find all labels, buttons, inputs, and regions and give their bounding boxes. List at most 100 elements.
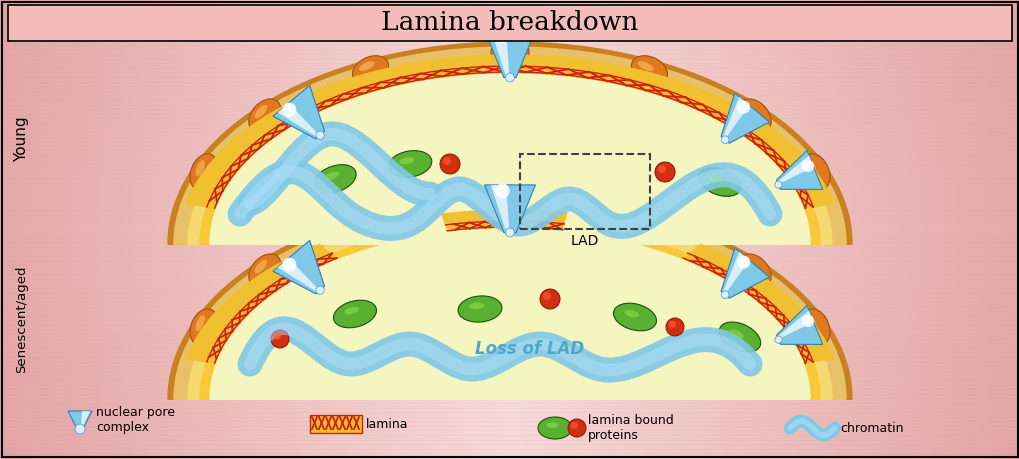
Circle shape bbox=[720, 136, 729, 144]
Ellipse shape bbox=[490, 194, 529, 220]
Bar bbox=[0, 73, 1019, 78]
Bar bbox=[0, 0, 1019, 5]
Bar bbox=[0, 105, 1019, 110]
Bar bbox=[999, 0, 1005, 459]
Bar bbox=[189, 0, 195, 459]
Bar bbox=[0, 77, 1019, 83]
Bar bbox=[280, 0, 286, 459]
Polygon shape bbox=[68, 411, 92, 427]
Ellipse shape bbox=[497, 45, 515, 52]
Bar bbox=[0, 68, 1019, 73]
Bar bbox=[0, 256, 1019, 262]
Bar bbox=[341, 0, 347, 459]
Bar bbox=[0, 114, 1019, 119]
Ellipse shape bbox=[353, 211, 388, 239]
Bar bbox=[0, 178, 1019, 184]
Polygon shape bbox=[81, 411, 90, 427]
Bar bbox=[520, 0, 526, 459]
Bar bbox=[815, 0, 821, 459]
Ellipse shape bbox=[255, 105, 267, 118]
Bar bbox=[927, 0, 933, 459]
Bar bbox=[0, 54, 1019, 60]
Bar bbox=[978, 0, 984, 459]
Bar bbox=[76, 0, 83, 459]
Bar bbox=[0, 123, 1019, 129]
Bar bbox=[0, 91, 1019, 96]
Bar bbox=[759, 0, 765, 459]
Circle shape bbox=[494, 28, 510, 43]
Bar bbox=[0, 426, 1019, 431]
Bar bbox=[173, 0, 179, 459]
Bar bbox=[413, 0, 419, 459]
Ellipse shape bbox=[249, 99, 280, 132]
Bar bbox=[642, 0, 648, 459]
Bar bbox=[887, 0, 893, 459]
Polygon shape bbox=[185, 55, 834, 208]
Bar bbox=[0, 118, 1019, 124]
Bar bbox=[0, 389, 1019, 395]
Bar bbox=[795, 0, 801, 459]
Bar bbox=[0, 270, 1019, 275]
Ellipse shape bbox=[398, 157, 414, 164]
Bar bbox=[785, 0, 791, 459]
Bar bbox=[876, 0, 882, 459]
Bar bbox=[693, 0, 699, 459]
Polygon shape bbox=[720, 248, 768, 298]
Bar bbox=[973, 0, 979, 459]
Bar bbox=[0, 31, 1019, 37]
Bar bbox=[224, 0, 230, 459]
Bar bbox=[250, 0, 256, 459]
Bar bbox=[270, 0, 276, 459]
Ellipse shape bbox=[546, 422, 557, 428]
Bar bbox=[239, 0, 246, 459]
Bar bbox=[0, 380, 1019, 386]
Polygon shape bbox=[722, 97, 749, 140]
Bar bbox=[810, 0, 816, 459]
Circle shape bbox=[316, 131, 324, 139]
Bar bbox=[82, 0, 88, 459]
Bar bbox=[346, 0, 353, 459]
Bar bbox=[0, 4, 1019, 9]
Bar bbox=[622, 0, 628, 459]
Bar bbox=[392, 0, 398, 459]
Bar bbox=[0, 444, 1019, 450]
Circle shape bbox=[668, 321, 676, 328]
Polygon shape bbox=[185, 244, 337, 364]
Bar bbox=[0, 146, 1019, 151]
Bar bbox=[219, 0, 225, 459]
Bar bbox=[0, 398, 1019, 404]
Bar bbox=[937, 0, 944, 459]
Bar bbox=[168, 0, 174, 459]
Bar bbox=[662, 0, 668, 459]
Bar bbox=[571, 0, 577, 459]
Bar bbox=[0, 284, 1019, 289]
Bar bbox=[66, 0, 72, 459]
Bar bbox=[331, 0, 337, 459]
Bar bbox=[723, 0, 730, 459]
Ellipse shape bbox=[637, 216, 653, 226]
Bar bbox=[968, 0, 974, 459]
Bar bbox=[245, 0, 251, 459]
Bar bbox=[1014, 0, 1019, 459]
Ellipse shape bbox=[359, 61, 374, 71]
Bar bbox=[0, 394, 1019, 399]
Bar bbox=[209, 0, 215, 459]
Bar bbox=[566, 0, 572, 459]
Ellipse shape bbox=[631, 211, 666, 239]
Ellipse shape bbox=[333, 300, 376, 328]
Polygon shape bbox=[775, 151, 822, 190]
Circle shape bbox=[442, 157, 450, 165]
Bar bbox=[56, 0, 62, 459]
Polygon shape bbox=[277, 103, 319, 137]
Bar bbox=[92, 0, 98, 459]
Ellipse shape bbox=[739, 254, 770, 287]
Bar bbox=[183, 0, 190, 459]
Bar bbox=[983, 0, 989, 459]
Bar bbox=[0, 288, 1019, 294]
Circle shape bbox=[571, 422, 578, 429]
Bar bbox=[0, 86, 1019, 92]
Bar bbox=[739, 0, 745, 459]
Bar bbox=[0, 449, 1019, 454]
Bar bbox=[917, 0, 923, 459]
Bar bbox=[0, 339, 1019, 344]
